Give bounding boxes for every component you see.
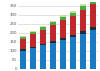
Bar	[90, 30, 96, 69]
Bar	[40, 26, 46, 27]
Bar	[30, 34, 36, 47]
Bar	[50, 25, 56, 41]
Bar	[30, 47, 36, 48]
Bar	[20, 37, 26, 39]
Bar	[30, 48, 36, 69]
Bar	[20, 51, 26, 69]
Bar	[90, 0, 96, 4]
Bar	[60, 17, 66, 20]
Bar	[40, 27, 46, 30]
Bar	[40, 45, 46, 69]
Bar	[70, 37, 76, 69]
Bar	[50, 21, 56, 22]
Bar	[70, 11, 76, 13]
Bar	[80, 31, 86, 34]
Bar	[50, 22, 56, 25]
Bar	[60, 40, 66, 69]
Bar	[50, 41, 56, 43]
Bar	[80, 6, 86, 10]
Bar	[20, 49, 26, 51]
Bar	[20, 39, 26, 49]
Bar	[40, 30, 46, 44]
Bar	[40, 44, 46, 45]
Bar	[60, 20, 66, 38]
Bar	[60, 15, 66, 17]
Bar	[30, 31, 36, 32]
Bar	[70, 35, 76, 37]
Bar	[20, 36, 26, 37]
Bar	[80, 4, 86, 6]
Bar	[90, 4, 96, 27]
Bar	[80, 10, 86, 31]
Bar	[70, 16, 76, 35]
Bar	[30, 32, 36, 34]
Bar	[90, 27, 96, 30]
Bar	[60, 38, 66, 40]
Bar	[70, 13, 76, 16]
Bar	[50, 43, 56, 69]
Bar	[80, 34, 86, 69]
